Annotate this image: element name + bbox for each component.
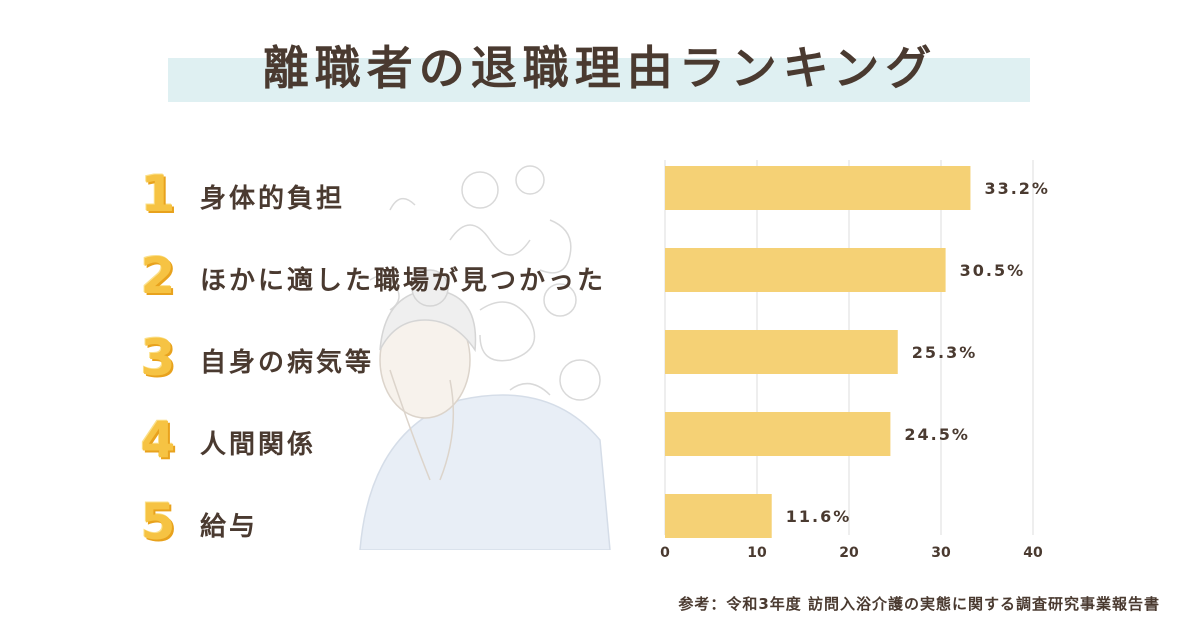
bar-value-label: 11.6% <box>786 507 852 526</box>
bar <box>665 330 898 374</box>
rank-label: 人間関係 <box>200 430 317 460</box>
x-tick-label: 30 <box>931 545 951 561</box>
bar <box>665 494 772 538</box>
rank-number: 2 <box>140 247 176 305</box>
x-tick-label: 40 <box>1023 545 1043 561</box>
bar <box>665 248 946 292</box>
rank-number: 4 <box>140 411 176 469</box>
rank-item: 4 人間関係 <box>138 411 438 471</box>
bar-value-label: 30.5% <box>960 261 1026 280</box>
rank-label: 自身の病気等 <box>200 348 375 378</box>
bar-value-label: 33.2% <box>984 179 1050 198</box>
rank-label: 身体的負担 <box>200 184 346 214</box>
illustration-worried-person <box>359 165 611 550</box>
bar-value-label: 25.3% <box>912 343 978 362</box>
x-tick-label: 20 <box>839 545 859 561</box>
source-citation: 参考：令和3年度 訪問入浴介護の実態に関する調査研究事業報告書 <box>678 595 1160 613</box>
rank-item: 2 ほかに適した職場が見つかった <box>138 247 603 307</box>
x-tick-label: 0 <box>660 545 670 561</box>
rank-item: 3 自身の病気等 <box>138 329 438 389</box>
bar-value-label: 24.5% <box>904 425 970 444</box>
rank-label: 給与 <box>200 512 259 542</box>
rank-label: ほかに適した職場が見つかった <box>200 266 607 296</box>
bar <box>665 412 891 456</box>
rank-number: 5 <box>140 493 176 551</box>
rank-item: 5 給与 <box>138 493 438 553</box>
rank-number: 3 <box>140 329 176 387</box>
title-highlight <box>168 58 1030 102</box>
page-title: 離職者の退職理由ランキング <box>262 41 938 95</box>
rank-item: 1 身体的負担 <box>138 165 438 225</box>
rank-number: 1 <box>140 165 176 223</box>
x-tick-label: 10 <box>747 545 767 561</box>
bar <box>665 166 971 210</box>
